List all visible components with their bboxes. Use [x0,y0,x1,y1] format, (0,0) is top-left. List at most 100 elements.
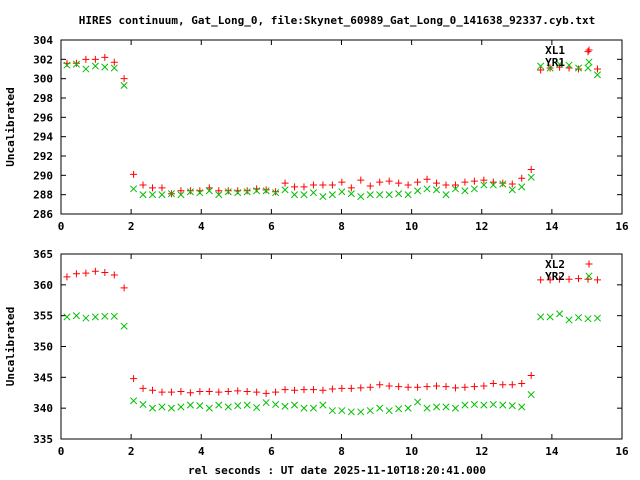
data-point [186,188,194,196]
data-point [63,61,71,69]
data-point [414,178,422,186]
data-point [461,401,469,409]
data-point [385,407,393,415]
series-XL2 [63,267,601,397]
data-point [319,193,327,201]
data-point [243,388,251,396]
data-point [205,388,213,396]
data-point [395,190,403,198]
data-point [272,388,280,396]
data-point [376,178,384,186]
data-point [357,408,365,416]
data-point [224,188,232,196]
data-point [366,191,374,199]
data-point [499,179,507,187]
data-point [300,191,308,199]
y-tick-label: 294 [33,131,53,144]
data-point [442,181,450,189]
data-point [281,186,289,194]
y-tick-label: 286 [33,208,53,221]
data-point [366,182,374,190]
data-point [177,388,185,396]
data-point [376,404,384,412]
data-point [518,174,526,182]
data-point [309,189,318,197]
legend-label: XL2 [545,258,565,271]
x-tick-label: 12 [475,445,488,458]
data-point [385,177,393,185]
data-point [338,407,346,415]
data-point [215,191,223,199]
data-point [262,186,270,194]
data-point [186,187,194,195]
x-tick-label: 14 [545,220,559,233]
x-tick-label: 0 [58,445,65,458]
data-point [527,391,535,399]
data-point [110,271,118,279]
data-point [357,176,365,184]
data-point [281,179,289,187]
plot-frame [60,39,623,215]
data-point [499,401,507,409]
chart-title: HIRES continuum, Gat_Long_0, file:Skynet… [79,14,596,27]
data-point [309,181,317,189]
data-point [366,407,374,415]
data-point [537,62,545,70]
data-point [177,403,185,411]
data-point [537,313,545,321]
data-point [518,183,526,191]
data-point [224,388,232,396]
data-point [565,316,573,324]
legend-marker [585,46,593,54]
data-point [148,191,157,199]
data-point [158,403,166,411]
data-point [404,181,412,189]
data-point [120,284,128,292]
data-point [234,387,242,395]
data-point [423,185,431,193]
data-point [110,312,118,320]
data-point [167,190,176,198]
legend-label: YR1 [545,56,565,69]
data-point [518,403,526,411]
data-point [461,178,469,186]
data-point [290,401,299,409]
legend-label: XL1 [545,44,565,57]
data-point [72,270,80,278]
data-point [508,180,516,188]
data-point [253,403,261,412]
data-point [167,388,175,396]
data-point [395,405,403,413]
data-point [272,188,280,196]
data-point [395,383,403,391]
data-point [328,191,336,199]
data-point [291,183,299,191]
y-axis-label: Uncalibrated [4,87,17,166]
data-point [215,388,223,396]
data-point [338,188,346,196]
data-point [300,386,308,394]
data-point [347,408,355,416]
chart-panels: 0 2 4 6 8 10 12 14 16286288290292294296298300302… [4,34,629,458]
data-point [338,384,346,392]
x-tick-label: 10 [405,445,418,458]
data-point [385,382,393,390]
y-tick-label: 355 [33,310,53,323]
data-point [404,383,412,391]
data-point [101,53,109,61]
data-point [537,66,545,74]
data-point [319,181,327,189]
y-tick-label: 296 [33,111,53,124]
data-point [309,386,317,394]
data-point [593,71,602,79]
data-point [414,398,422,406]
data-point [158,184,166,192]
data-point [461,383,469,391]
x-tick-label: 8 [338,445,345,458]
data-point [414,187,422,195]
y-tick-label: 302 [33,53,53,66]
data-point [347,190,355,198]
data-point [167,404,176,412]
data-point [82,65,90,73]
